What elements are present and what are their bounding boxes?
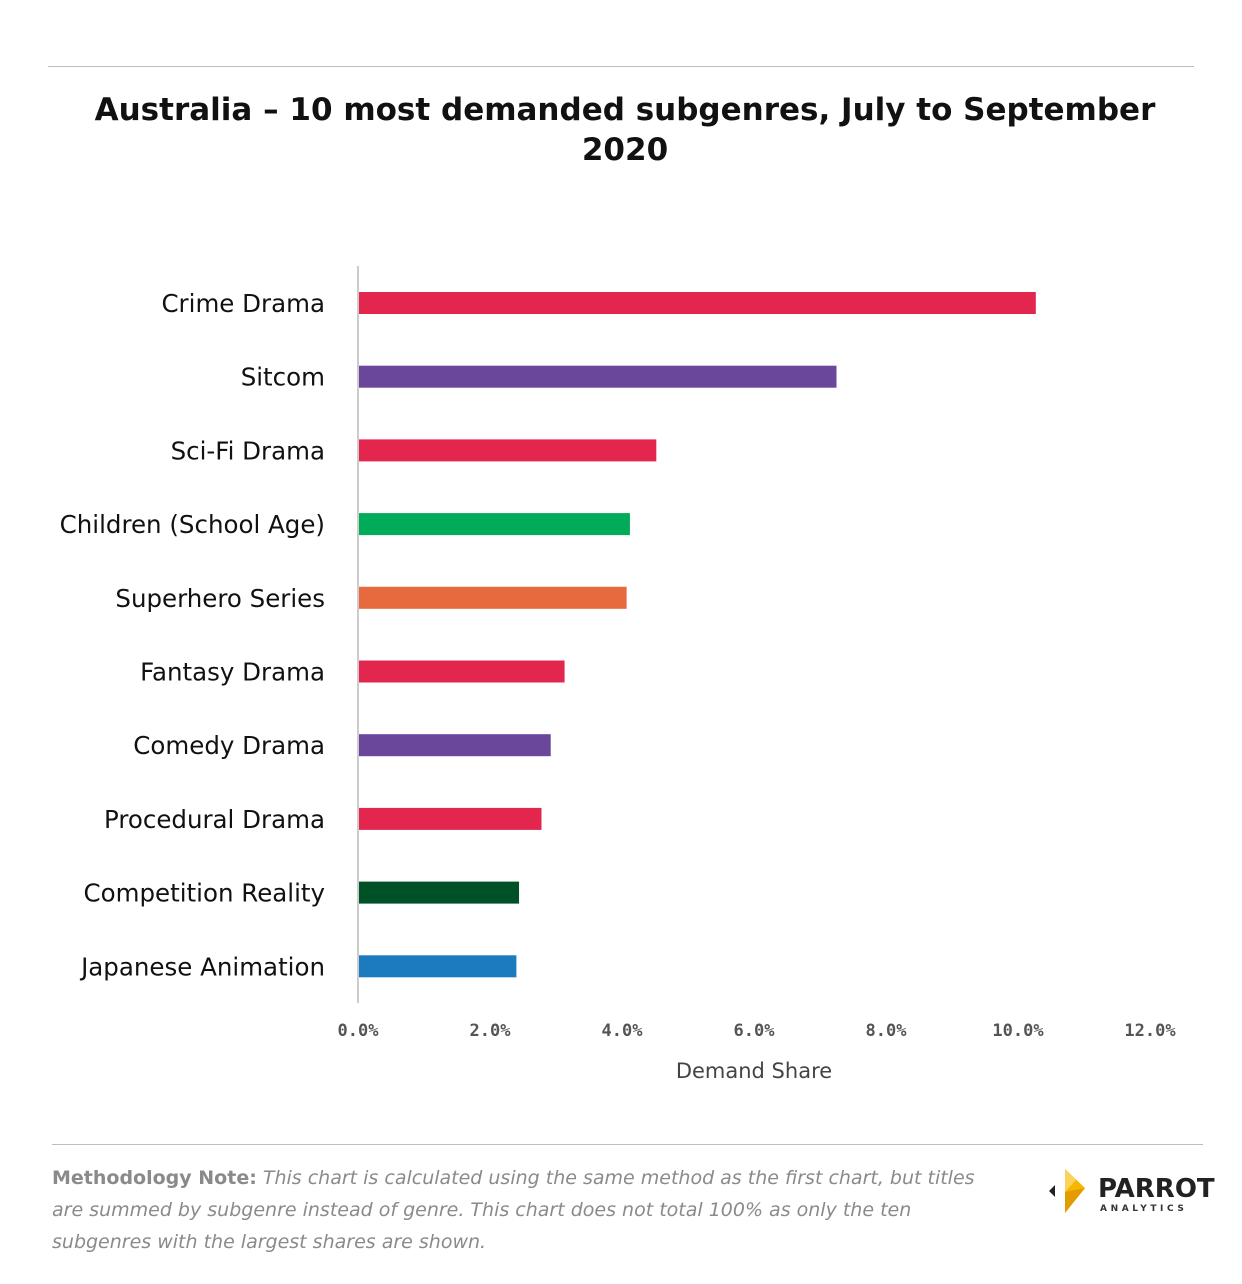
bar-6 [359,734,551,757]
x-axis-label: Demand Share [676,1059,832,1083]
bar-3 [359,513,630,536]
x-tick-label-1: 2.0% [470,1021,512,1041]
x-tick-label-2: 4.0% [602,1021,644,1041]
parrot-logo-icon [1049,1169,1085,1213]
bar-7 [359,807,542,830]
bar-0 [359,292,1036,314]
logo-wordmark: PARROT [1098,1174,1215,1204]
bars [359,292,1036,978]
category-label-3: Children (School Age) [60,510,325,539]
bottom-divider [52,1144,1203,1145]
category-label-9: Japanese Animation [79,952,325,981]
category-label-5: Fantasy Drama [140,658,325,687]
bar-5 [359,660,565,683]
category-label-6: Comedy Drama [133,731,325,760]
bar-chart: Crime Drama Sitcom Sci-Fi Drama Children (S… [60,266,1177,1083]
bar-1 [359,365,837,388]
x-tick-label-4: 8.0% [866,1021,908,1041]
x-tick-label-0: 0.0% [338,1021,380,1041]
bar-4 [359,586,627,609]
methodology-note: Methodology Note: This chart is calculat… [52,1162,992,1258]
category-labels: Crime Drama Sitcom Sci-Fi Drama Children (S… [60,289,325,981]
logo-subtitle: ANALYTICS [1100,1204,1188,1214]
category-label-8: Competition Reality [84,879,325,908]
methodology-note-text: This chart is calculated using the same … [52,1167,975,1253]
category-label-7: Procedural Drama [104,805,325,834]
bar-9 [359,955,517,978]
category-label-2: Sci-Fi Drama [171,436,325,465]
x-tick-label-3: 6.0% [734,1021,776,1041]
category-label-1: Sitcom [241,363,325,392]
x-tick-label-6: 12.0% [1124,1021,1176,1041]
bar-2 [359,439,657,462]
x-tick-label-5: 10.0% [992,1021,1044,1041]
parrot-analytics-logo: PARROT ANALYTICS [1046,1166,1215,1216]
top-divider [48,66,1194,67]
chart-title: Australia – 10 most demanded subgenres, … [94,92,1156,168]
category-label-4: Superhero Series [115,584,325,613]
category-label-0: Crime Drama [161,289,325,318]
x-axis-ticks: 0.0% 2.0% 4.0% 6.0% 8.0% 10.0% 12.0% [338,1021,1177,1041]
methodology-note-label: Methodology Note: [52,1167,257,1189]
bar-8 [359,881,520,904]
